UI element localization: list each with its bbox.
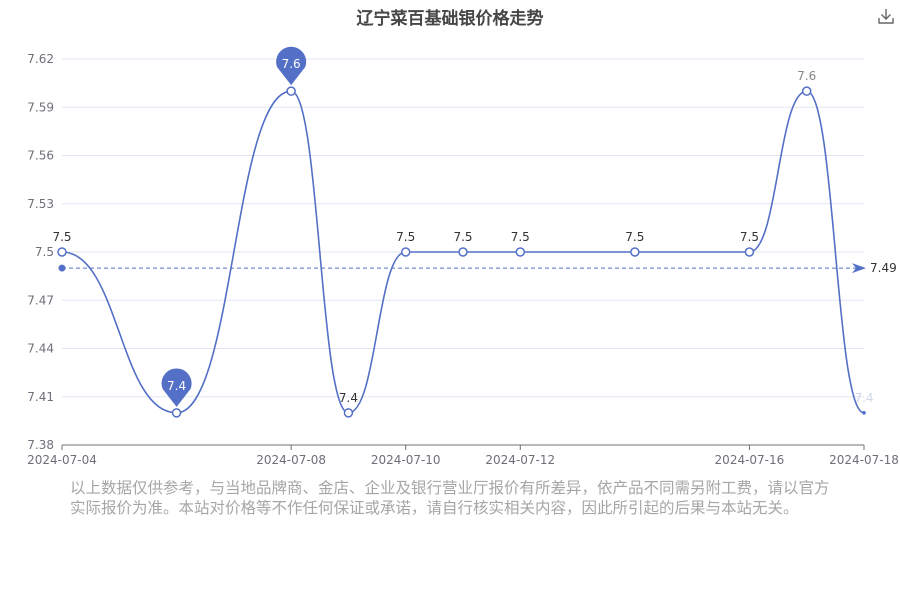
chart-title: 辽宁菜百基础银价格走势 — [356, 9, 544, 29]
y-tick-label: 7.44 — [27, 342, 54, 356]
data-label: 7.5 — [740, 230, 759, 244]
data-label: 7.4 — [854, 391, 873, 405]
data-point — [57, 247, 67, 257]
grid-lines — [62, 58, 864, 398]
y-tick-label: 7.56 — [27, 149, 54, 163]
data-point — [515, 247, 526, 257]
data-point — [458, 247, 468, 257]
data-point — [343, 408, 354, 418]
data-labels: 7.5 7.4 7.5 7.5 7.5 7.5 7.5 7.6 7.4 7.6 7.4 — [52, 57, 873, 405]
data-point — [286, 86, 296, 96]
data-point — [400, 247, 411, 257]
data-label: 7.6 — [797, 69, 816, 83]
x-tick-label: 2024-07-10 — [371, 453, 441, 467]
data-label: 7.5 — [396, 230, 415, 244]
download-icon[interactable] — [876, 6, 896, 26]
data-label: 7.5 — [625, 230, 644, 244]
data-point — [630, 247, 640, 257]
data-point — [862, 411, 866, 415]
max-pin-marker — [276, 46, 307, 86]
disclaimer-text: 以上数据仅供参考，与当地品牌商、金店、企业及银行营业厅报价有所差异，依产品不同需… — [70, 479, 830, 517]
pin-label: 7.6 — [282, 57, 301, 71]
data-point — [801, 86, 812, 96]
average-start-dot — [58, 264, 66, 272]
y-tick-label: 7.38 — [27, 438, 54, 452]
x-tick-label: 2024-07-04 — [27, 453, 97, 467]
average-arrow — [852, 263, 866, 274]
data-point — [744, 247, 755, 257]
line-chart: 7.38 7.41 7.44 7.47 7.5 7.53 7.56 7.59 7.62 2024-… — [27, 46, 899, 467]
x-tick-label: 2024-07-12 — [485, 453, 555, 467]
y-tick-label: 7.53 — [27, 197, 54, 211]
data-label: 7.4 — [339, 391, 358, 405]
average-label: 7.49 — [870, 261, 897, 275]
y-tick-label: 7.59 — [27, 100, 54, 114]
axes: 7.38 7.41 7.44 7.47 7.5 7.53 7.56 7.59 7.62 2024-… — [27, 52, 899, 467]
y-tick-label: 7.5 — [35, 245, 54, 259]
x-tick-label: 2024-07-18 — [829, 453, 899, 467]
pin-label: 7.4 — [167, 379, 186, 393]
series-path — [61, 90, 865, 414]
data-point — [171, 408, 182, 418]
series-line — [61, 90, 865, 414]
x-tick-label: 2024-07-08 — [256, 453, 326, 467]
markers — [57, 46, 866, 418]
data-label: 7.5 — [511, 230, 530, 244]
y-tick-label: 7.41 — [27, 390, 54, 404]
data-label: 7.5 — [52, 230, 71, 244]
min-pin-marker — [161, 368, 192, 407]
y-tick-label: 7.62 — [27, 52, 54, 66]
average-line: 7.49 — [58, 261, 897, 275]
data-label: 7.5 — [453, 230, 472, 244]
x-tick-label: 2024-07-16 — [715, 453, 785, 467]
y-tick-label: 7.47 — [27, 293, 54, 307]
